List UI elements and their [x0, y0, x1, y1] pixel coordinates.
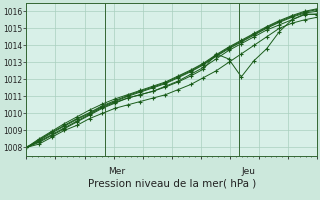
- X-axis label: Pression niveau de la mer( hPa ): Pression niveau de la mer( hPa ): [88, 178, 256, 188]
- Text: Jeu: Jeu: [242, 167, 256, 176]
- Text: Mer: Mer: [108, 167, 125, 176]
